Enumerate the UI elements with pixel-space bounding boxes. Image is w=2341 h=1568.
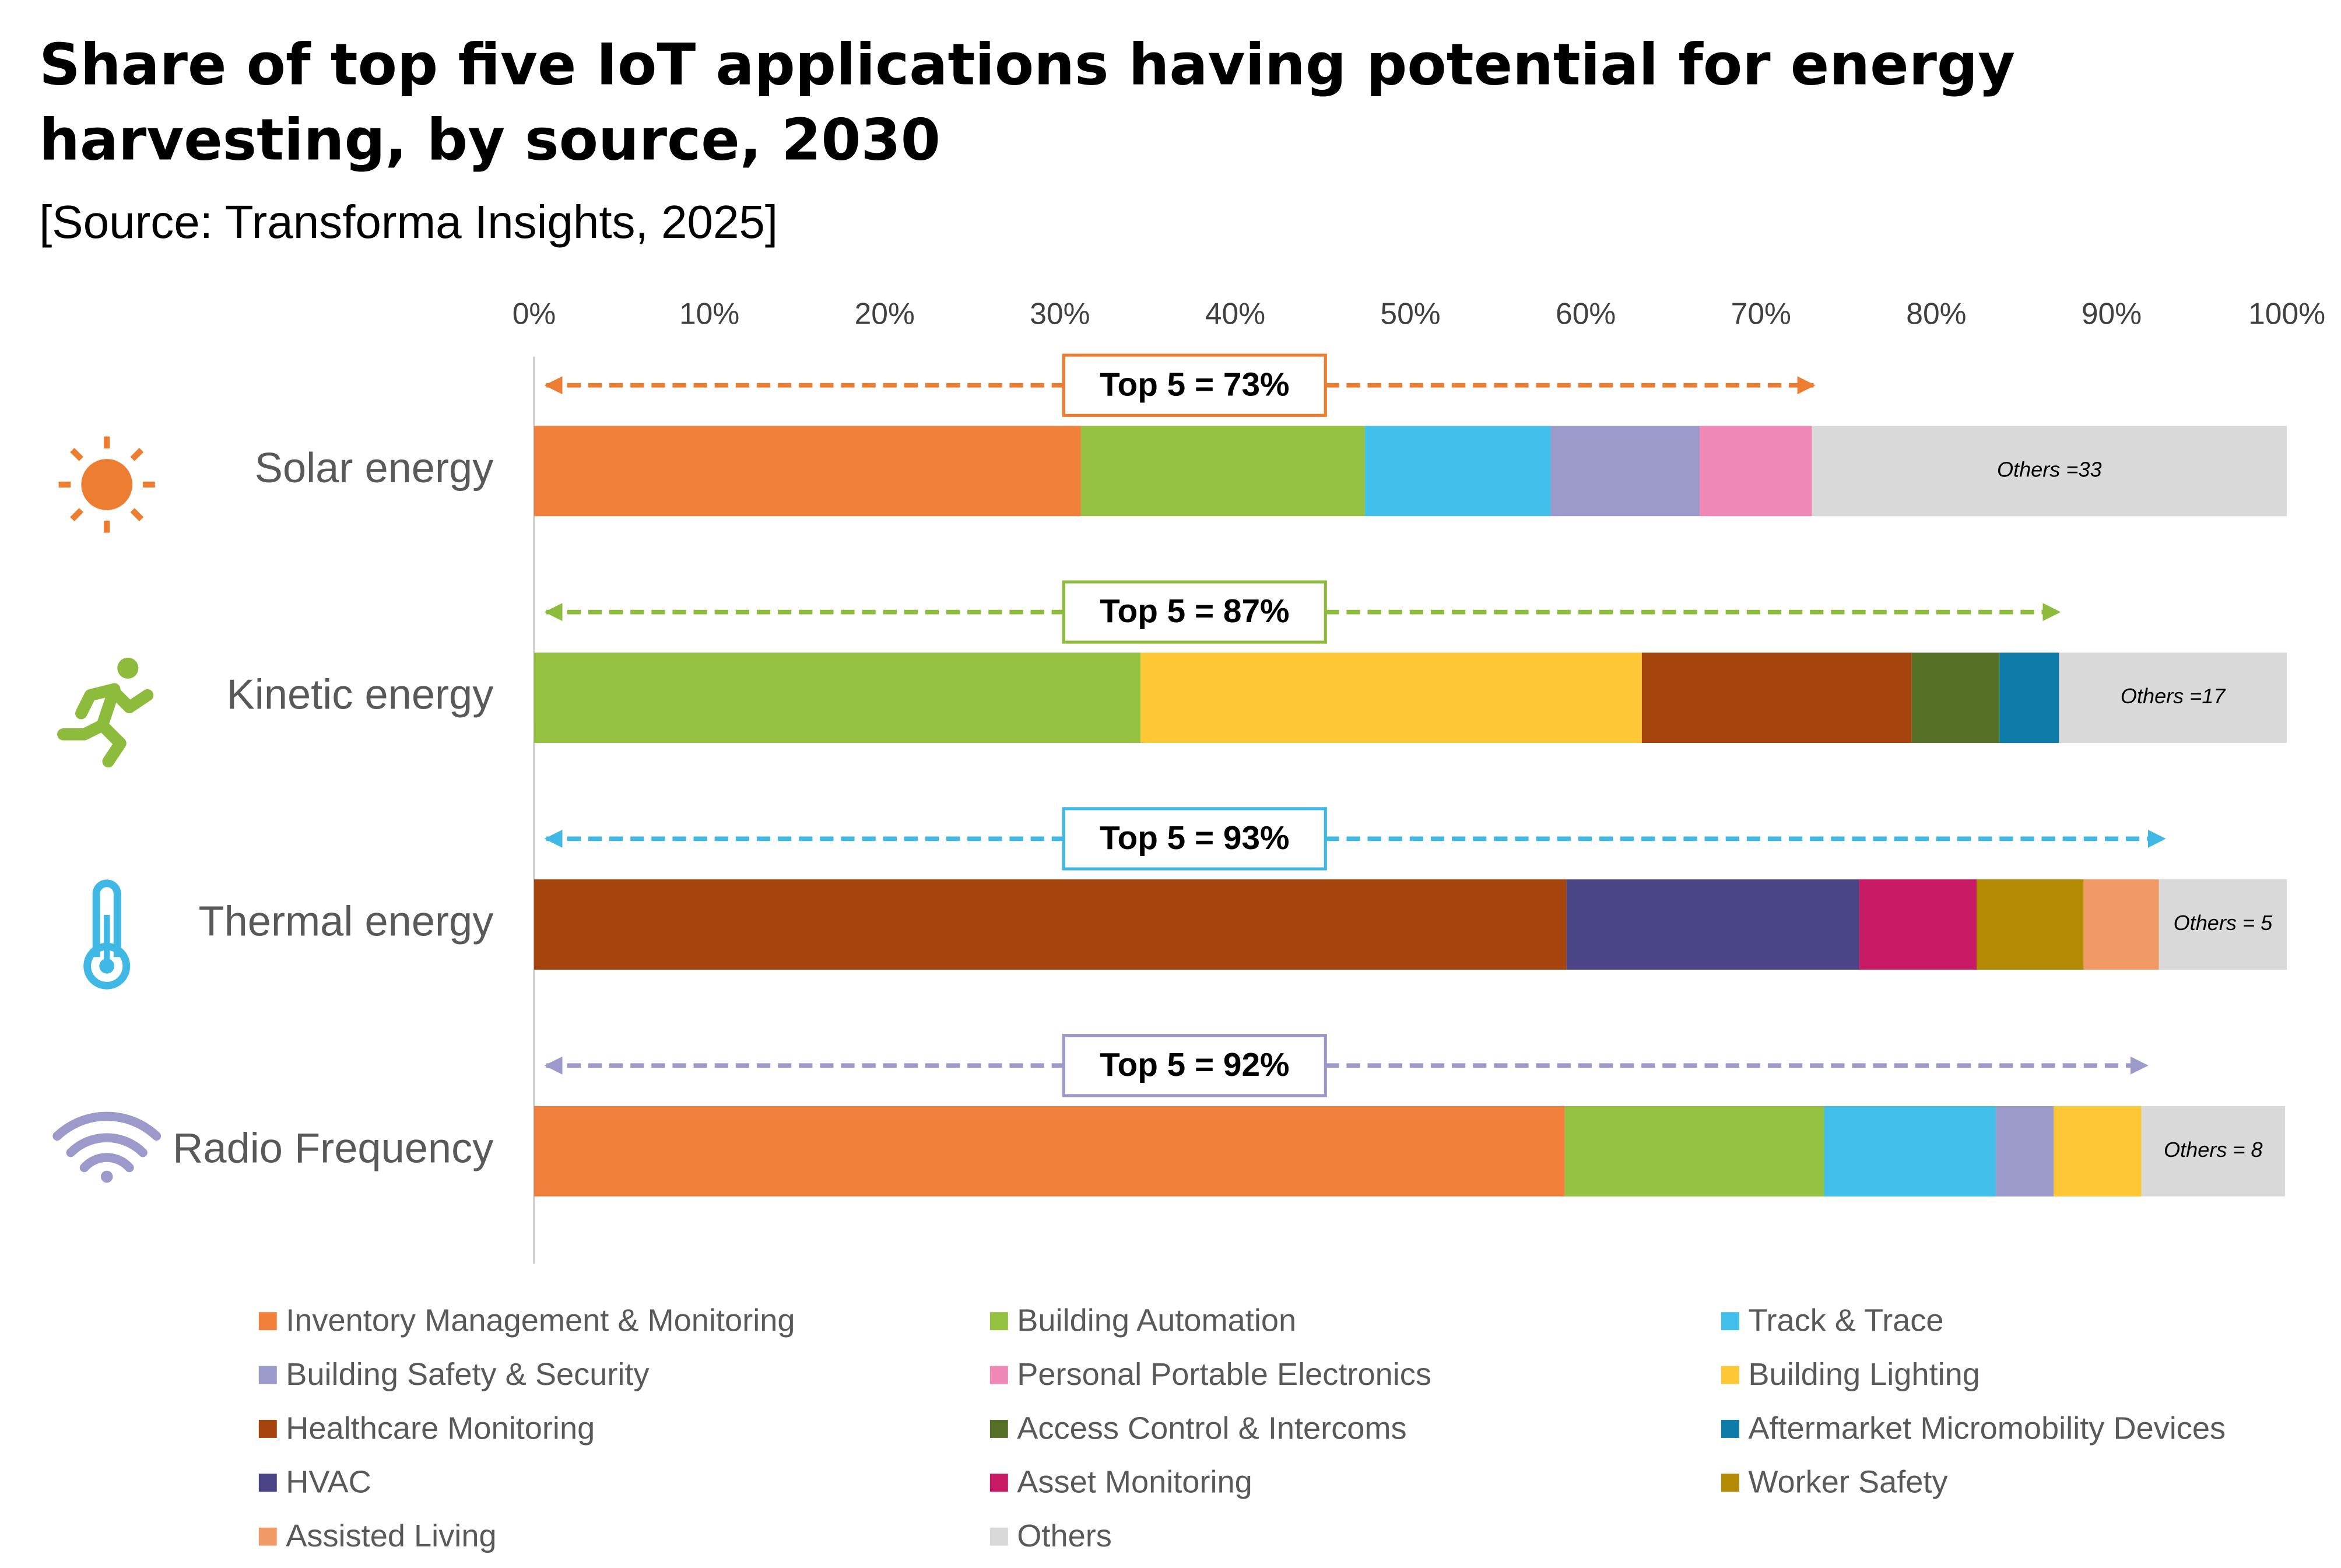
category-label: Radio Frequency [173,1125,493,1171]
legend-swatch [989,1312,1008,1331]
legend-swatch [1721,1419,1739,1438]
bar-segment [1812,426,2287,517]
bar-segment [2159,879,2287,970]
bar-segment [1824,1106,1996,1197]
legend-label: Aftermarket Micromobility Devices [1748,1411,2226,1446]
legend-swatch [989,1527,1008,1546]
x-tick-label: 80% [1906,297,1966,331]
bar-segment [1700,426,1812,517]
bar-segment [1977,879,2084,970]
bar-segment [1999,653,2059,743]
bar-segment [2141,1106,2286,1197]
x-tick-label: 100% [2248,297,2325,331]
bar-segment [2054,1106,2142,1197]
legend-label: Personal Portable Electronics [1017,1357,1431,1392]
x-tick-label: 40% [1205,297,1265,331]
chart-title: Share of top five IoT applications havin… [39,32,2015,99]
chart-subtitle: [Source: Transforma Insights, 2025] [39,196,778,248]
x-tick-label: 90% [2082,297,2142,331]
legend-label: Others [1017,1518,1112,1553]
x-tick-label: 20% [855,297,915,331]
top5-box [1062,580,1327,644]
others-label: Others = 8 [2164,1138,2263,1162]
x-tick-label: 50% [1380,297,1440,331]
bar-segment [2059,653,2287,743]
x-tick-label: 30% [1030,297,1090,331]
x-tick-label: 0% [513,297,556,331]
chart-title: harvesting, by source, 2030 [39,107,940,174]
runner-icon [57,657,154,768]
legend-label: Assisted Living [286,1518,496,1553]
bar-segment [534,653,1141,743]
legend-swatch [258,1419,277,1438]
legend-swatch [1721,1312,1739,1331]
thermometer-icon [83,879,131,990]
others-label: Others =33 [1997,457,2102,481]
bar-segment [534,879,1567,970]
bar-segment [534,1106,1565,1197]
sun-icon [58,436,155,533]
legend-swatch [1721,1366,1739,1384]
bar-segment [534,426,1081,517]
x-tick-label: 60% [1556,297,1616,331]
top5-box [1062,1034,1327,1097]
top5-label: Top 5 = 87% [1100,593,1289,630]
x-tick-label: 10% [679,297,739,331]
legend-label: Healthcare Monitoring [286,1411,595,1446]
category-label: Kinetic energy [227,672,494,718]
legend-label: Access Control & Intercoms [1017,1411,1406,1446]
wifi-icon [52,1111,162,1183]
bar-segment [1859,879,1977,970]
legend-swatch [258,1474,277,1492]
legend-label: Building Automation [1017,1303,1296,1338]
legend-label: Building Safety & Security [286,1357,649,1392]
bar-segment [1911,653,2000,743]
top5-box [1062,807,1327,871]
top5-label: Top 5 = 92% [1100,1047,1289,1083]
legend-swatch [258,1527,277,1546]
legend-label: Asset Monitoring [1017,1465,1252,1500]
bar-segment [1364,426,1551,517]
legend-label: Inventory Management & Monitoring [286,1303,795,1338]
legend-swatch [989,1474,1008,1492]
category-label: Solar energy [255,445,494,492]
bar-segment [2083,879,2159,970]
legend-swatch [989,1366,1008,1384]
legend-swatch [1721,1474,1739,1492]
top5-label: Top 5 = 73% [1100,366,1289,403]
top5-box [1062,353,1327,417]
bar-segment [1080,426,1365,517]
bar-segment [1996,1106,2054,1197]
top5-label: Top 5 = 93% [1100,820,1289,857]
legend-swatch [258,1312,277,1331]
others-label: Others =17 [2121,684,2227,708]
bar-segment [1140,653,1642,743]
bar-segment [1566,879,1859,970]
x-tick-label: 70% [1731,297,1791,331]
bar-segment [1550,426,1700,517]
category-label: Thermal energy [198,899,493,945]
legend-label: Track & Trace [1748,1303,1943,1338]
bar-segment [1564,1106,1824,1197]
legend-swatch [258,1366,277,1384]
bar-segment [1641,653,1912,743]
legend-label: Worker Safety [1748,1465,1947,1500]
others-label: Others = 5 [2174,911,2273,935]
legend-label: HVAC [286,1465,371,1500]
legend-label: Building Lighting [1748,1357,1980,1392]
legend-swatch [989,1419,1008,1438]
